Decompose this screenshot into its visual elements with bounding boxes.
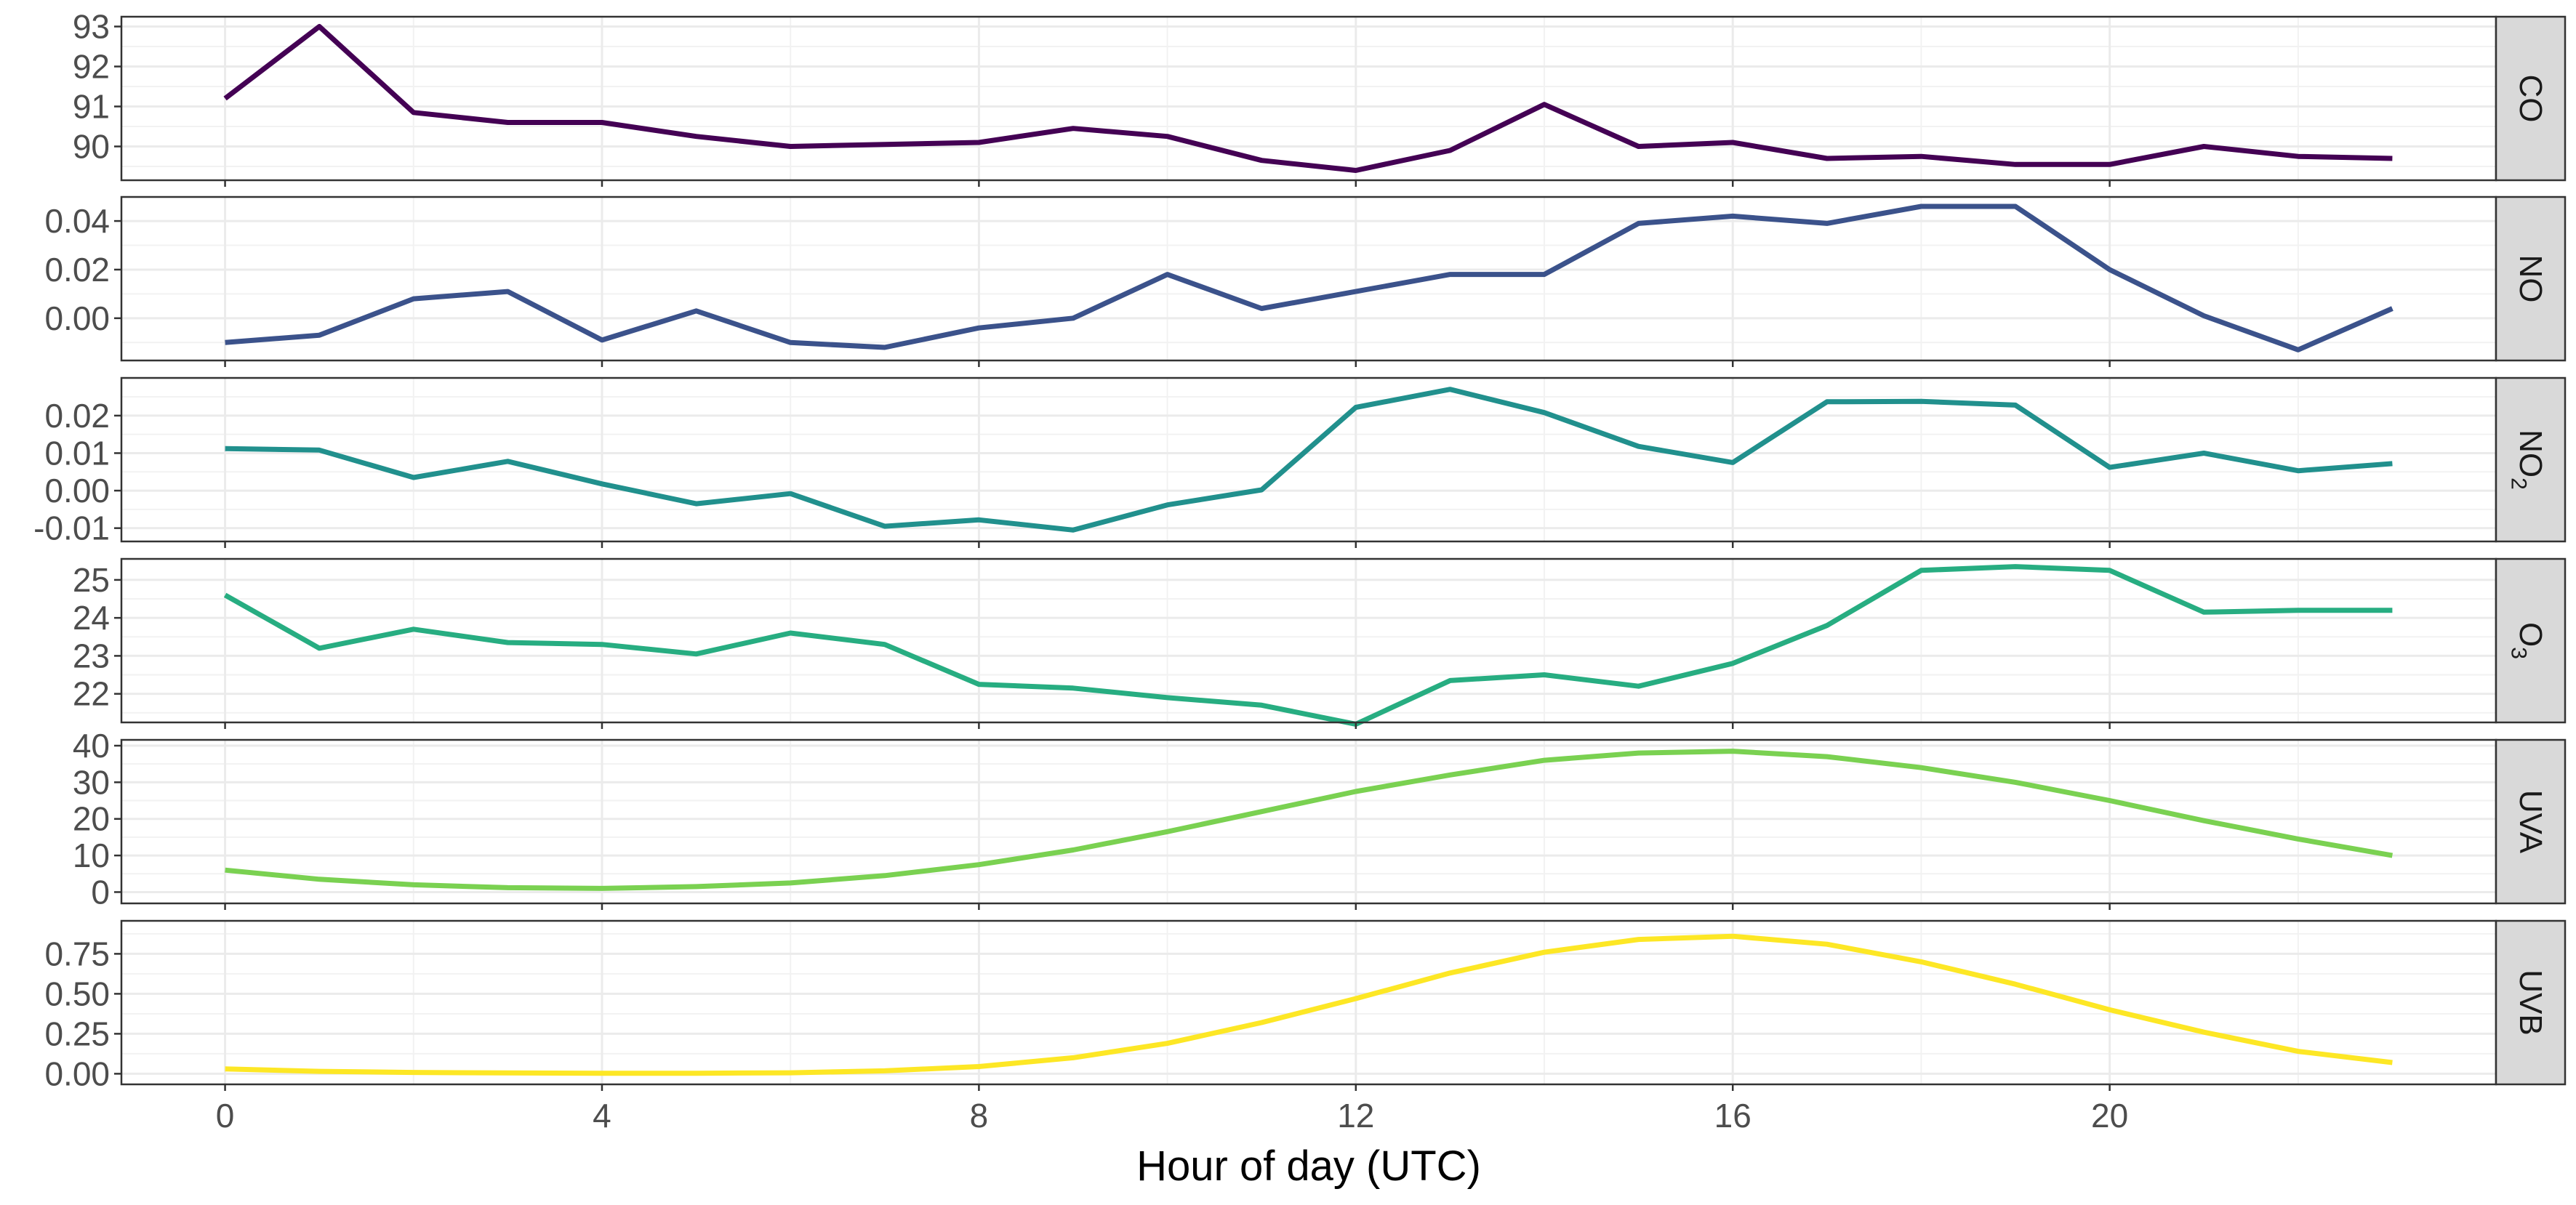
x-tick-label: 4: [593, 1097, 611, 1135]
facet-strip: [2495, 738, 2567, 905]
y-tick-label: 0.02: [44, 397, 110, 435]
series-line: [225, 933, 2393, 1076]
y-tick-label: 0.25: [44, 1015, 110, 1052]
y-tick-label: 30: [73, 763, 110, 801]
facet-strip-label: UVB: [2513, 970, 2548, 1035]
facet-strip-label: NO: [2513, 255, 2548, 303]
x-axis: 0 4 8 12 16 20 Hour of day (UTC): [216, 1097, 2128, 1190]
y-tick-label: 92: [73, 48, 110, 86]
y-tick-label: 22: [73, 675, 110, 713]
x-tick-label: 12: [1337, 1097, 1374, 1135]
panel-background: [121, 378, 2496, 541]
y-tick-label: 24: [73, 599, 110, 637]
y-tick-label: -0.01: [33, 509, 110, 547]
panel-background: [121, 197, 2496, 360]
y-tick-label: 40: [73, 727, 110, 765]
y-tick-label: 0: [91, 873, 110, 911]
y-tick-label: 0.01: [44, 434, 110, 472]
y-tick-label: 0.00: [44, 472, 110, 509]
x-tick-label: 8: [970, 1097, 989, 1135]
y-tick-label: 93: [73, 8, 110, 46]
facet-strip-label-subscript: 3: [2507, 647, 2531, 659]
y-tick-label: 90: [73, 128, 110, 166]
y-tick-label: 0.02: [44, 251, 110, 289]
y-tick-label: 0.00: [44, 1055, 110, 1092]
facet-strip-label: CO: [2513, 75, 2548, 123]
y-tick-label: 20: [73, 800, 110, 838]
y-tick-label: 25: [73, 561, 110, 599]
x-tick-label: 0: [216, 1097, 235, 1135]
facet-strip-label: UVA: [2513, 790, 2548, 854]
panel-background: [121, 740, 2496, 903]
y-tick-label: 0.50: [44, 975, 110, 1012]
panel-background: [121, 921, 2496, 1084]
facet-panel-2: 0.00 0.02 0.04 NO: [44, 196, 2567, 367]
x-tick-label: 20: [2091, 1097, 2128, 1135]
series-line: [225, 203, 2394, 352]
series-line: [223, 24, 2393, 173]
y-tick-label: 0.04: [44, 202, 110, 240]
series-line: [223, 564, 2393, 727]
series-line: [225, 387, 2393, 533]
facet-strip-label: O3: [2507, 622, 2549, 659]
facet-strip: [2495, 376, 2567, 543]
y-tick-label: 0.75: [44, 935, 110, 972]
y-tick-label: 10: [73, 837, 110, 874]
series-line: [225, 749, 2394, 891]
x-axis-title: Hour of day (UTC): [1136, 1142, 1481, 1190]
y-tick-label: 91: [73, 88, 110, 126]
facet-strip: [2495, 196, 2567, 362]
facet-strip: [2495, 15, 2567, 182]
facet-strip-label-subscript: 2: [2507, 477, 2531, 490]
facet-strip: [2495, 919, 2567, 1086]
y-tick-label: 0.00: [44, 299, 110, 337]
x-tick-label: 16: [1714, 1097, 1752, 1135]
facet-strip: [2495, 557, 2567, 724]
facet-panel-6: 0.000.250.500.75 UVB: [44, 919, 2567, 1092]
y-tick-label: 23: [73, 637, 110, 674]
panel-background: [121, 17, 2496, 180]
